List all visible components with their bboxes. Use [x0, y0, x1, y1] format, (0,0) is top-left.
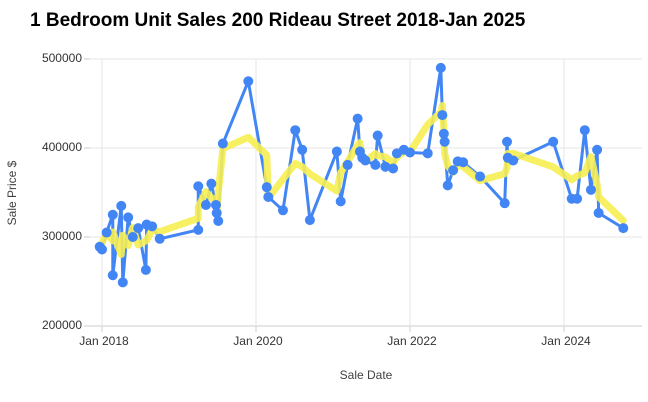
x-tick-label: Jan 2024: [541, 334, 591, 348]
data-point-marker: [592, 144, 603, 155]
data-point-marker: [335, 196, 346, 207]
data-point-marker: [193, 224, 204, 235]
data-point-marker: [127, 232, 138, 242]
data-point-marker: [502, 136, 513, 147]
y-tick-label: 400000: [41, 140, 82, 154]
data-point-marker: [508, 155, 519, 166]
data-point-marker: [123, 212, 134, 223]
data-point-marker: [107, 270, 118, 281]
x-tick-label: Jan 2018: [79, 334, 129, 348]
trendline-moving-average: [96, 102, 627, 259]
data-point-marker: [499, 198, 510, 209]
data-point-marker: [213, 215, 224, 226]
data-point-marker: [380, 161, 391, 172]
data-point-marker: [448, 165, 459, 176]
data-point-marker: [422, 148, 433, 159]
data-point-marker: [435, 62, 446, 73]
data-point-marker: [585, 184, 596, 195]
y-tick-label: 500000: [41, 51, 82, 65]
data-point-marker: [117, 277, 128, 288]
data-point-marker: [217, 138, 228, 149]
data-point-marker: [97, 244, 107, 255]
data-point-marker: [261, 182, 272, 193]
data-point-marker: [442, 180, 453, 191]
data-point-marker: [458, 157, 469, 168]
data-point-marker: [342, 159, 353, 170]
data-point-marker: [116, 200, 127, 211]
data-point-marker: [154, 233, 165, 244]
data-point-marker: [618, 223, 629, 234]
x-axis-title: Sale Date: [339, 368, 393, 382]
data-point-marker: [210, 199, 221, 210]
data-point-marker: [277, 205, 288, 216]
data-point-marker: [133, 223, 144, 234]
data-point-marker: [140, 264, 151, 275]
data-point-marker: [572, 193, 583, 204]
data-point-marker: [147, 221, 158, 232]
y-tick-label: 300000: [41, 229, 82, 243]
sale-price-line: [98, 66, 625, 284]
data-point-marker: [101, 227, 112, 238]
data-point-marker: [579, 125, 590, 136]
data-point-marker: [593, 207, 604, 218]
data-point-marker: [439, 136, 450, 147]
data-point-marker: [263, 191, 274, 202]
data-point-marker: [475, 171, 486, 182]
data-point-marker: [331, 146, 342, 157]
data-point-marker: [193, 181, 204, 192]
data-point-marker: [290, 125, 301, 136]
y-axis-title: Sale Price $: [5, 160, 19, 226]
data-point-marker: [437, 110, 448, 121]
data-point-marker: [372, 130, 383, 141]
data-point-marker: [438, 128, 449, 139]
data-point-marker: [243, 76, 254, 87]
data-point-marker: [304, 215, 315, 226]
data-point-marker: [297, 144, 308, 155]
data-point-marker: [388, 163, 399, 174]
y-tick-label: 200000: [41, 318, 82, 332]
x-tick-label: Jan 2022: [387, 334, 437, 348]
data-point-marker: [370, 159, 381, 170]
data-point-marker: [107, 209, 118, 220]
data-point-marker: [200, 199, 211, 210]
x-tick-label: Jan 2020: [233, 334, 283, 348]
data-point-marker: [206, 178, 217, 189]
data-point-marker: [548, 136, 559, 147]
chart-title: 1 Bedroom Unit Sales 200 Rideau Street 2…: [30, 10, 526, 31]
data-point-marker: [360, 155, 371, 166]
data-point-marker: [211, 207, 222, 218]
data-point-marker: [405, 147, 415, 158]
data-point-marker: [352, 113, 363, 124]
